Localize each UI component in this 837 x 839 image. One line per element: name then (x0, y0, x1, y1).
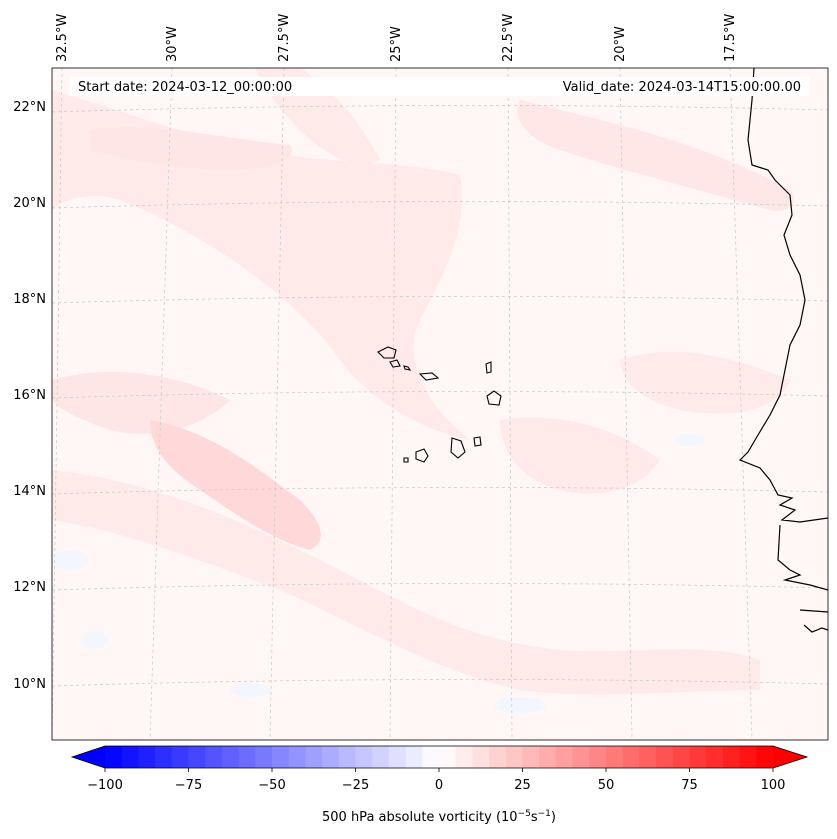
colorbar-bin (355, 746, 373, 768)
longitude-labels: 32.5°W 30°W 27.5°W 25°W 22.5°W 20°W 17.5… (55, 14, 738, 62)
lon-label: 30°W (165, 26, 180, 62)
colorbar-ticks (104, 768, 774, 772)
colorbar-bin (539, 746, 557, 768)
colorbar-tick-label: −25 (342, 778, 369, 793)
lat-label: 12°N (13, 580, 46, 595)
lat-label: 10°N (13, 677, 46, 692)
lon-label: 20°W (613, 26, 628, 62)
colorbar-bin (739, 746, 757, 768)
vorticity-field (52, 68, 794, 695)
colorbar-bins (105, 746, 774, 768)
lat-label: 18°N (13, 292, 46, 307)
lon-label: 25°W (389, 26, 404, 62)
colorbar-tick-labels: −100 −75 −50 −25 0 25 50 75 100 (87, 778, 785, 793)
colorbar-tick-label: −100 (87, 778, 123, 793)
colorbar-bin (221, 746, 239, 768)
lat-label: 14°N (13, 484, 46, 499)
valid-date-box (312, 77, 810, 96)
lat-label: 20°N (13, 196, 46, 211)
colorbar-tick-label: 0 (435, 778, 443, 793)
colorbar-bin (455, 746, 473, 768)
start-date-label: Start date: 2024-03-12_00:00:00 (78, 80, 292, 95)
lon-label: 17.5°W (723, 14, 738, 62)
colorbar-tick-label: −50 (258, 778, 285, 793)
colorbar-tick-label: 75 (681, 778, 698, 793)
colorbar-bin (722, 746, 740, 768)
colorbar-bin (672, 746, 690, 768)
colorbar-bin (555, 746, 573, 768)
colorbar-bin (272, 746, 290, 768)
map-panel: Start date: 2024-03-12_00:00:00 Valid_da… (52, 68, 828, 740)
colorbar-bin (338, 746, 356, 768)
colorbar-tick-label: −75 (175, 778, 202, 793)
colorbar-bin (706, 746, 724, 768)
colorbar-bin (622, 746, 640, 768)
colorbar-min-extend (72, 746, 105, 768)
start-date-box (70, 77, 312, 96)
colorbar-bin (322, 746, 340, 768)
negative-vorticity-patches (52, 434, 706, 713)
cape-verde-islands (377, 346, 502, 463)
colorbar-bin (105, 746, 123, 768)
lon-label: 27.5°W (277, 14, 292, 62)
latitude-labels: 22°N 20°N 18°N 16°N 14°N 12°N 10°N (13, 100, 46, 692)
colorbar-bin (405, 746, 423, 768)
colorbar-bin (238, 746, 256, 768)
colorbar-bin (472, 746, 490, 768)
colorbar-bin (489, 746, 507, 768)
lon-label: 32.5°W (55, 14, 70, 62)
colorbar-tick-label: 100 (761, 778, 786, 793)
colorbar-bin (121, 746, 139, 768)
colorbar-bin (589, 746, 607, 768)
colorbar-tick-label: 25 (514, 778, 531, 793)
colorbar-bin (656, 746, 674, 768)
lat-label: 22°N (13, 100, 46, 115)
colorbar-bin (572, 746, 590, 768)
colorbar: −100 −75 −50 −25 0 25 50 75 100 500 hPa … (70, 745, 809, 825)
colorbar-label: 500 hPa absolute vorticity (10−5s−1) (322, 809, 556, 825)
colorbar-bin (372, 746, 390, 768)
colorbar-bin (255, 746, 273, 768)
colorbar-bin (171, 746, 189, 768)
colorbar-bin (606, 746, 624, 768)
colorbar-bin (155, 746, 173, 768)
colorbar-bin (288, 746, 306, 768)
graticule (52, 68, 828, 740)
colorbar-bin (205, 746, 223, 768)
colorbar-bin (689, 746, 707, 768)
colorbar-bin (188, 746, 206, 768)
colorbar-tick-label: 50 (598, 778, 615, 793)
colorbar-max-extend (773, 746, 807, 768)
lon-label: 22.5°W (501, 14, 516, 62)
colorbar-bin (439, 746, 457, 768)
colorbar-bin (305, 746, 323, 768)
map-frame (51, 67, 829, 741)
colorbar-bin (756, 746, 774, 768)
colorbar-bin (138, 746, 156, 768)
colorbar-bin (522, 746, 540, 768)
lat-label: 16°N (13, 388, 46, 403)
coastline (738, 68, 828, 633)
valid-date-label: Valid_date: 2024-03-14T15:00:00.00 (563, 80, 801, 95)
colorbar-bin (422, 746, 440, 768)
colorbar-bin (505, 746, 523, 768)
colorbar-bin (639, 746, 657, 768)
colorbar-bin (388, 746, 406, 768)
